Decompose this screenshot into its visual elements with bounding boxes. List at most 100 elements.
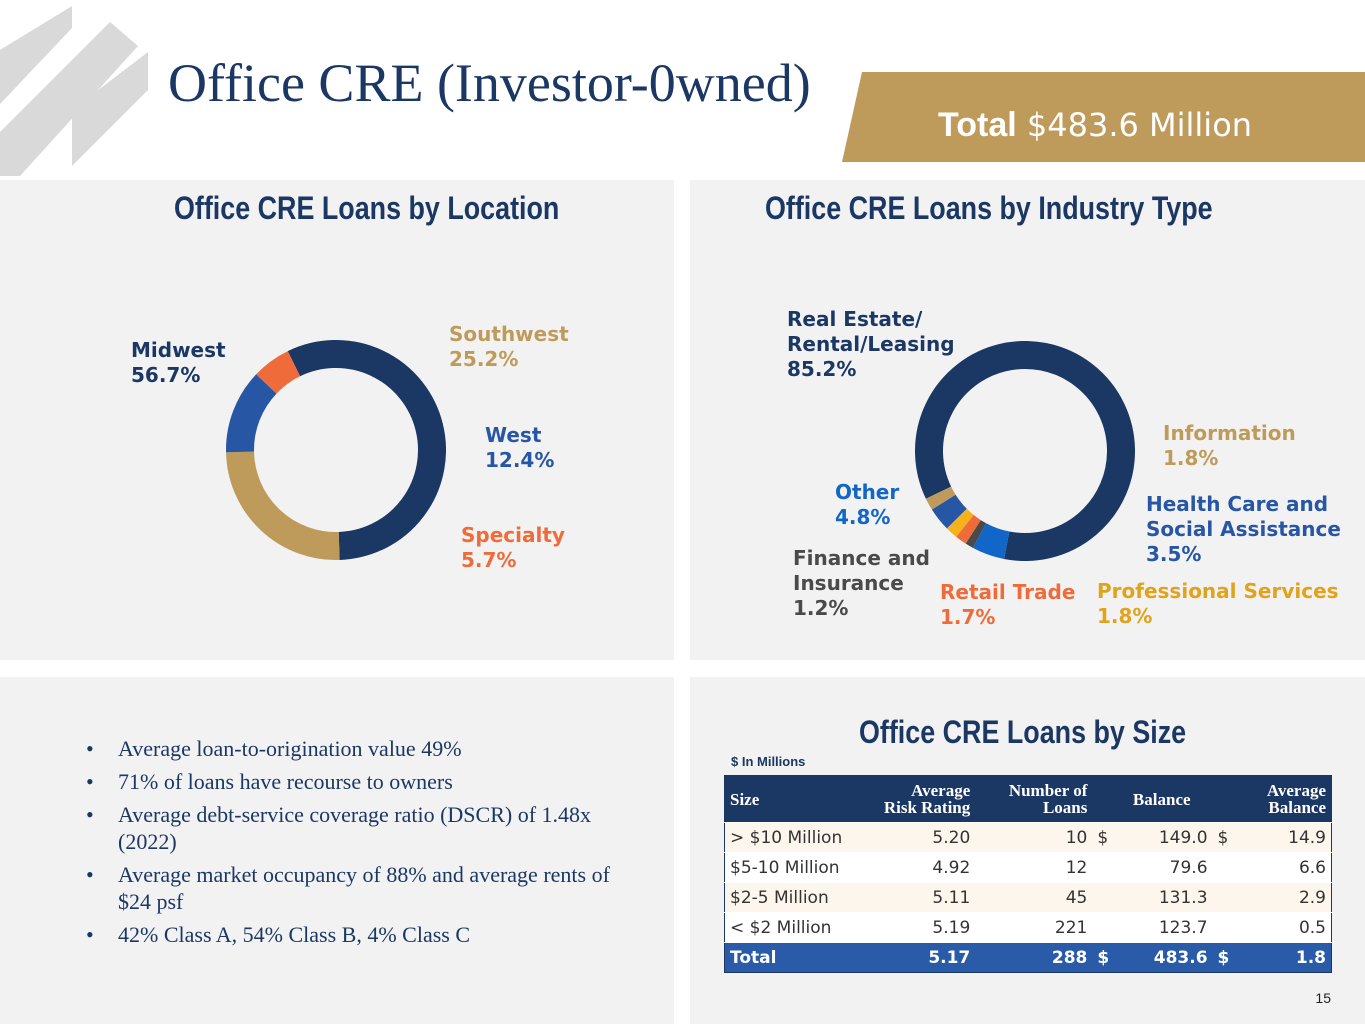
location-label-value: 25.2% xyxy=(449,347,519,371)
units-note: $ In Millions xyxy=(731,754,806,769)
header-size: Size xyxy=(724,775,859,823)
cell-size: $5-10 Million xyxy=(724,852,859,883)
cell-avg-balance: 14.9 xyxy=(1234,822,1332,853)
location-donut-chart xyxy=(226,340,446,560)
location-label-name: Specialty xyxy=(461,523,565,547)
donut-slice-other xyxy=(972,522,1010,559)
location-label-name: Southwest xyxy=(449,322,569,346)
industry-label-name: Professional Services xyxy=(1097,579,1339,603)
industry-label-value: 1.2% xyxy=(793,596,849,620)
location-label-value: 56.7% xyxy=(131,363,201,387)
table-row: $2-5 Million 5.11 45 131.3 2.9 xyxy=(724,882,1332,913)
cell-currency: $ xyxy=(1212,942,1235,973)
location-label-southwest: Southwest 25.2% xyxy=(449,322,569,372)
highlight-item: Average loan-to-origination value 49% xyxy=(86,735,626,762)
total-banner xyxy=(842,72,1365,162)
header-line: Number of xyxy=(1008,781,1088,800)
industry-label-name: Retail Trade xyxy=(940,580,1076,604)
location-label-value: 12.4% xyxy=(485,448,555,472)
table-row: < $2 Million 5.19 221 123.7 0.5 xyxy=(724,912,1332,943)
table-row: $5-10 Million 4.92 12 79.6 6.6 xyxy=(724,852,1332,883)
industry-label-name-line2: Rental/Leasing xyxy=(787,332,955,356)
cell-currency: $ xyxy=(1212,822,1235,853)
cell-size: < $2 Million xyxy=(724,912,859,943)
table-row: > $10 Million 5.20 10 $ 149.0 $ 14.9 xyxy=(724,822,1332,853)
industry-label-value: 1.8% xyxy=(1163,446,1219,470)
cell-currency xyxy=(1092,912,1115,943)
industry-label-finance: Finance and Insurance 1.2% xyxy=(793,546,930,621)
cell-loans: 10 xyxy=(975,822,1093,853)
cell-currency xyxy=(1212,852,1235,883)
cell-risk: 5.19 xyxy=(858,912,976,943)
page-title: Office CRE (Investor-0wned) xyxy=(168,53,811,113)
industry-label-value: 85.2% xyxy=(787,357,857,381)
cell-avg-balance: 2.9 xyxy=(1234,882,1332,913)
location-label-name: Midwest xyxy=(131,338,226,362)
industry-label-health-care: Health Care and Social Assistance 3.5% xyxy=(1146,492,1341,567)
industry-label-value: 1.8% xyxy=(1097,604,1153,628)
size-table-title: Office CRE Loans by Size xyxy=(859,714,1187,750)
cell-avg-balance: 0.5 xyxy=(1234,912,1332,943)
cell-risk: 5.11 xyxy=(858,882,976,913)
industry-label-name-line1: Finance and xyxy=(793,546,930,570)
donut-slice-midwest xyxy=(287,340,446,560)
location-label-specialty: Specialty 5.7% xyxy=(461,523,565,573)
location-label-name: West xyxy=(485,423,542,447)
total-label: Total xyxy=(938,106,1017,144)
header-average-balance: Average Balance xyxy=(1212,775,1332,823)
cell-size: > $10 Million xyxy=(724,822,859,853)
industry-label-name-line2: Insurance xyxy=(793,571,904,595)
donut-slice-finance-and-insurance xyxy=(965,520,987,548)
cell-balance: 149.0 xyxy=(1114,822,1213,853)
industry-label-name-line1: Health Care and xyxy=(1146,492,1329,516)
loans-by-size-table: Size Average Risk Rating Number of Loans B… xyxy=(724,775,1332,973)
cell-loans: 288 xyxy=(975,942,1093,973)
header-balance: Balance xyxy=(1092,775,1213,823)
location-panel xyxy=(0,180,674,660)
cell-currency xyxy=(1092,852,1115,883)
highlight-item: Average market occupancy of 88% and aver… xyxy=(86,861,626,915)
industry-label-value: 3.5% xyxy=(1146,542,1202,566)
cell-currency xyxy=(1092,882,1115,913)
cell-balance: 483.6 xyxy=(1114,942,1213,973)
industry-label-value: 4.8% xyxy=(835,505,891,529)
cell-avg-balance: 6.6 xyxy=(1234,852,1332,883)
cell-loans: 45 xyxy=(975,882,1093,913)
cell-balance: 123.7 xyxy=(1114,912,1213,943)
header-number-of-loans: Number of Loans xyxy=(975,775,1093,823)
industry-chart-title: Office CRE Loans by Industry Type xyxy=(765,190,1213,226)
table-header-row: Size Average Risk Rating Number of Loans B… xyxy=(724,775,1332,823)
cell-loans: 221 xyxy=(975,912,1093,943)
header-line: Average xyxy=(911,781,971,800)
donut-slice-specialty xyxy=(256,351,301,394)
donut-slice-real-estate-rental-leasing xyxy=(915,341,1135,561)
highlight-item: Average debt-service coverage ratio (DSC… xyxy=(86,801,626,855)
donut-slice-west xyxy=(226,374,277,453)
cell-risk: 5.17 xyxy=(858,942,976,973)
cell-currency: $ xyxy=(1092,822,1115,853)
cell-size: Total xyxy=(724,942,859,973)
table-total-row: Total 5.17 288 $ 483.6 $ 1.8 xyxy=(724,942,1332,973)
header-risk-rating: Average Risk Rating xyxy=(858,775,976,823)
industry-label-other: Other 4.8% xyxy=(835,480,899,530)
company-logo-icon xyxy=(0,6,148,176)
cell-risk: 4.92 xyxy=(858,852,976,883)
donut-slice-professional-services xyxy=(946,508,974,537)
industry-label-name-line1: Real Estate/ xyxy=(787,307,923,331)
highlight-item: 71% of loans have recourse to owners xyxy=(86,768,626,795)
location-label-value: 5.7% xyxy=(461,548,517,572)
industry-label-value: 1.7% xyxy=(940,605,996,629)
header-line: Average xyxy=(1266,781,1326,800)
cell-size: $2-5 Million xyxy=(724,882,859,913)
location-label-midwest: Midwest 56.7% xyxy=(131,338,226,388)
cell-avg-balance: 1.8 xyxy=(1234,942,1332,973)
highlight-item: 42% Class A, 54% Class B, 4% Class C xyxy=(86,921,626,948)
donut-slice-southwest xyxy=(226,451,340,560)
cell-currency xyxy=(1212,912,1235,943)
cell-risk: 5.20 xyxy=(858,822,976,853)
industry-donut-chart xyxy=(915,341,1135,561)
header-line: Balance xyxy=(1268,798,1326,817)
location-label-west: West 12.4% xyxy=(485,423,554,473)
location-chart-title: Office CRE Loans by Location xyxy=(174,190,560,226)
total-value: $483.6 Million xyxy=(1026,106,1253,144)
